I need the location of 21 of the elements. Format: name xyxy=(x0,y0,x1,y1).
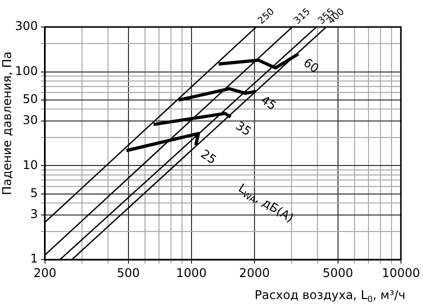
y-tick-label: 30 xyxy=(22,113,38,128)
x-tick-label: 2000 xyxy=(239,266,270,280)
y-tick-label: 1 xyxy=(30,252,38,266)
x-tick-label: 5000 xyxy=(322,266,354,280)
x-tick-label: 10000 xyxy=(382,266,420,280)
y-tick-label: 50 xyxy=(22,92,38,106)
x-tick-label: 200 xyxy=(33,266,56,280)
y-tick-label: 5 xyxy=(30,186,38,200)
text: 60 xyxy=(300,55,322,76)
y-axis-title: Падение давления, Па xyxy=(0,52,14,196)
x-tick-label: 1000 xyxy=(176,266,207,280)
y-tick-label: 3 xyxy=(30,206,38,221)
text: 315 xyxy=(292,6,313,27)
y-tick-label: 100 xyxy=(15,64,38,78)
x-tick-label: 500 xyxy=(116,266,140,280)
text: 25 xyxy=(198,146,219,167)
text: 250 xyxy=(256,6,277,27)
y-tick-label: 10 xyxy=(22,158,38,172)
text: 45 xyxy=(258,92,279,113)
text: 35 xyxy=(233,118,254,139)
y-tick-label: 300 xyxy=(15,19,38,34)
